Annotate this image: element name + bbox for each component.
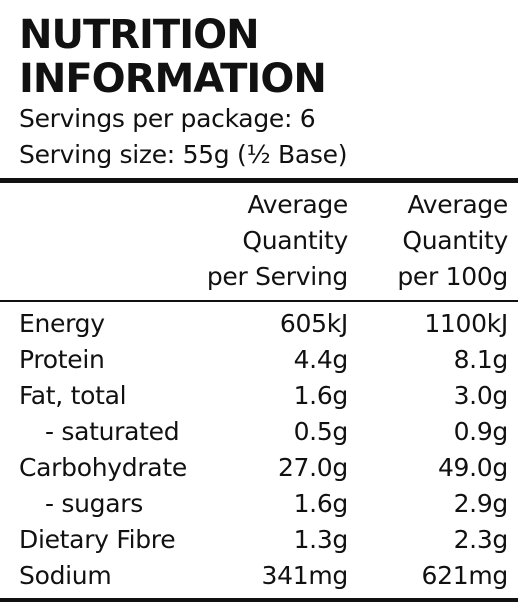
panel-title-line2: INFORMATION — [19, 56, 327, 102]
nutrient-label: Fat, total — [19, 381, 127, 410]
nutrient-label: Dietary Fibre — [19, 525, 176, 554]
value-per-serving: 0.5g — [293, 417, 349, 446]
value-per-100g: 3.0g — [453, 381, 509, 410]
table-row: Energy 605kJ 1100kJ — [0, 306, 530, 342]
value-per-100g: 621mg — [421, 561, 509, 590]
value-per-100g: 0.9g — [453, 417, 509, 446]
column-header-line: Average — [247, 190, 348, 219]
value-per-serving: 341mg — [261, 561, 349, 590]
column-header-line: Quantity — [402, 226, 508, 255]
serving-size: Serving size: 55g (½ Base) — [19, 140, 348, 169]
table-row: - saturated 0.5g 0.9g — [0, 414, 530, 450]
column-header-divider — [0, 300, 518, 302]
value-per-serving: 4.4g — [293, 345, 349, 374]
table-row: Protein 4.4g 8.1g — [0, 342, 530, 378]
value-per-serving: 605kJ — [279, 309, 348, 338]
nutrient-label: Sodium — [19, 561, 112, 590]
column-header-per-serving: Average Quantity per Serving — [207, 187, 348, 295]
nutrient-label: - sugars — [45, 489, 143, 518]
value-per-100g: 1100kJ — [424, 309, 508, 338]
panel-title-line1: NUTRITION — [19, 12, 260, 58]
nutrient-label: - saturated — [45, 417, 180, 446]
value-per-100g: 2.9g — [453, 489, 509, 518]
table-row: Sodium 341mg 621mg — [0, 558, 530, 594]
column-header-per-100g: Average Quantity per 100g — [397, 187, 508, 295]
header-divider — [0, 178, 518, 183]
nutrient-label: Energy — [19, 309, 105, 338]
value-per-serving: 1.6g — [293, 381, 349, 410]
value-per-100g: 8.1g — [453, 345, 509, 374]
value-per-serving: 1.3g — [293, 525, 349, 554]
column-header-line: per 100g — [397, 262, 508, 291]
table-row: Carbohydrate 27.0g 49.0g — [0, 450, 530, 486]
value-per-serving: 1.6g — [293, 489, 349, 518]
bottom-divider — [0, 598, 518, 602]
nutrient-label: Carbohydrate — [19, 453, 187, 482]
value-per-100g: 49.0g — [437, 453, 508, 482]
table-row: Dietary Fibre 1.3g 2.3g — [0, 522, 530, 558]
nutrient-table: Energy 605kJ 1100kJ Protein 4.4g 8.1g Fat, tot… — [0, 306, 530, 594]
column-header-line: Average — [407, 190, 508, 219]
servings-per-package: Servings per package: 6 — [19, 104, 316, 133]
table-row: Fat, total 1.6g 3.0g — [0, 378, 530, 414]
table-row: - sugars 1.6g 2.9g — [0, 486, 530, 522]
column-header-line: per Serving — [206, 262, 348, 291]
value-per-serving: 27.0g — [277, 453, 348, 482]
column-header-line: Quantity — [242, 226, 348, 255]
value-per-100g: 2.3g — [453, 525, 509, 554]
nutrient-label: Protein — [19, 345, 105, 374]
